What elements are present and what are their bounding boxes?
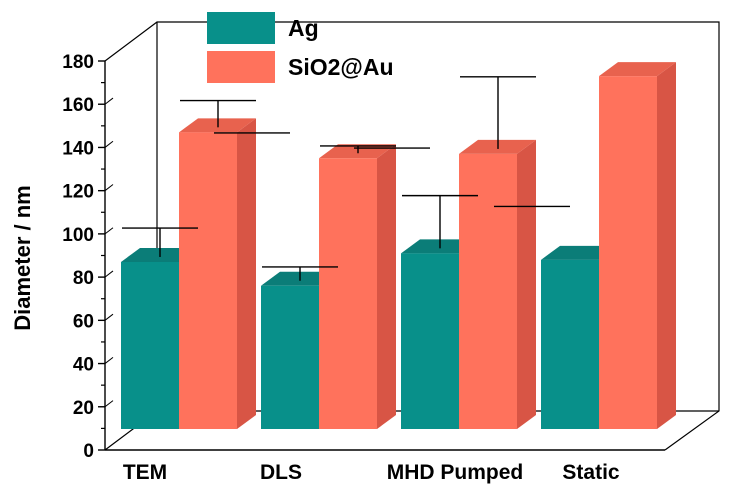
y-tick-label: 120 — [62, 182, 94, 203]
side-wall-tick — [104, 400, 114, 408]
y-tick-label: 80 — [73, 268, 94, 289]
bar-side — [657, 62, 676, 429]
side-wall-tick — [104, 270, 114, 278]
bar-side — [237, 118, 256, 430]
bars — [121, 62, 676, 430]
legend-label: Ag — [288, 15, 319, 41]
y-tick-label: 20 — [73, 398, 94, 419]
y-tick-label: 40 — [73, 355, 94, 376]
bar-top — [599, 62, 676, 77]
side-wall-tick — [104, 140, 114, 148]
bar-side — [517, 139, 536, 429]
bar-sio2-au — [459, 153, 517, 429]
legend-label: SiO2@Au — [288, 54, 394, 80]
error-bars — [122, 76, 570, 281]
x-tick-label: MHD Pumped — [387, 461, 524, 484]
x-tick-label: TEM — [123, 461, 167, 484]
bar-ag — [401, 253, 459, 429]
legend-swatch — [207, 12, 275, 44]
side-wall-tick — [104, 313, 114, 321]
y-axis-title: Diameter / nm — [10, 185, 35, 331]
bar-ag — [541, 259, 599, 429]
back-wall-outline — [104, 21, 720, 451]
y-tick-label: 60 — [73, 311, 94, 332]
x-axis: TEM DLS MHD Pumped Static — [105, 449, 665, 484]
bar-sio2-au — [179, 132, 237, 430]
bar-ag — [261, 285, 319, 429]
side-wall-tick — [104, 97, 114, 105]
bar-sio2-au — [599, 76, 657, 429]
legend: Ag SiO2@Au — [207, 12, 394, 83]
y-tick-label: 140 — [62, 138, 94, 159]
bar-top — [541, 245, 618, 260]
y-tick-label: 160 — [62, 95, 94, 116]
x-tick-label: Static — [562, 461, 620, 484]
y-tick-label: 100 — [62, 225, 94, 246]
side-wall-tick — [104, 227, 114, 235]
y-tick-label: 180 — [62, 52, 94, 73]
bar-side — [377, 144, 396, 429]
legend-swatch — [207, 51, 275, 83]
side-wall-tick — [104, 184, 114, 192]
y-axis: 0 20 40 60 80 100 120 140 160 180 — [62, 52, 106, 462]
bar-ag — [121, 261, 179, 429]
y-tick-label: 0 — [83, 441, 94, 462]
bar-sio2-au — [319, 158, 377, 429]
side-wall-tick — [104, 357, 114, 364]
x-tick-label: DLS — [260, 461, 302, 484]
